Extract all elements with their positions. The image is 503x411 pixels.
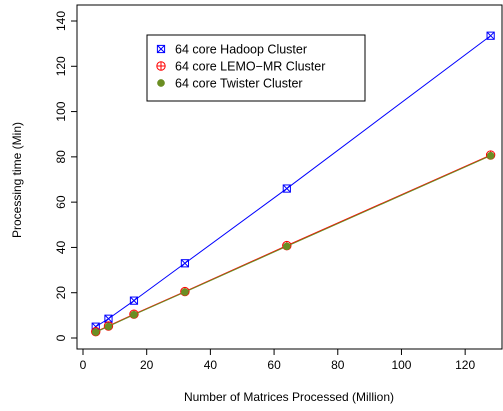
y-tick-label: 60 [54,195,68,209]
x-tick-label: 40 [204,358,218,372]
legend-layer: 64 core Hadoop Cluster 64 core LEMO−MR Cl… [146,34,366,102]
data-point-series-1 [486,31,495,40]
x-axis-title: Number of Matrices Processed (Million) [184,390,394,404]
data-point-series-1 [104,314,113,323]
y-tick-label: 100 [54,101,68,121]
marker-cross-b [91,322,100,331]
data-point-series-1 [282,184,291,193]
y-axis-title: Processing time (Min) [10,122,24,238]
marker-box [180,259,190,268]
series-line-1 [95,35,491,328]
marker-cross-b [486,31,495,40]
x-tick-label: 120 [455,358,475,372]
marker-dot [486,151,495,160]
legend-marker-3 [157,79,165,87]
marker-box [282,184,291,193]
marker-cross-b [157,45,165,53]
axes-layer: 0 20 40 60 80 100 120 0 20 40 60 80 100 120 140 [54,4,503,372]
series-line-3 [95,155,491,333]
legend-box [146,34,366,102]
x-tick-label: 20 [140,358,154,372]
marker-dot [282,242,291,251]
data-point-series-3 [91,328,100,336]
marker-box [129,296,139,305]
marker-dot [157,79,165,87]
marker-dot [104,322,113,331]
marker-dot [181,288,189,296]
y-tick-label: 80 [54,150,68,164]
data-point-series-1 [129,296,139,305]
marker-cross-b [180,259,189,268]
marker-dot [91,328,100,336]
marker-box [156,44,166,54]
x-tick-label: 80 [331,358,345,372]
plot-frame [76,4,503,350]
legend-label-1: 64 core Hadoop Cluster [175,43,307,57]
y-tick-label: 20 [54,286,68,300]
legend-marker-1 [156,44,166,54]
data-point-series-3 [104,322,113,331]
legend-marker-2 [156,61,166,71]
marker-cross-b [104,314,113,323]
marker-dot [130,310,138,319]
marker-box [486,31,495,40]
y-tick-label: 40 [54,240,68,254]
y-tick-label: 120 [54,56,68,76]
data-point-series-1 [180,259,190,268]
legend-label-2: 64 core LEMO−MR Cluster [175,60,325,74]
marker-cross-b [130,296,138,305]
data-point-series-3 [282,242,291,251]
marker-cross-b [282,184,291,193]
legend-label-3: 64 core Twister Cluster [175,77,303,91]
x-tick-label: 100 [391,358,411,372]
x-tick-label: 0 [80,358,87,372]
x-tick-label: 60 [267,358,281,372]
data-point-series-3 [486,151,495,160]
series-layer [91,31,496,337]
y-tick-label: 0 [54,334,68,341]
y-tick-label: 140 [54,11,68,31]
data-point-series-3 [130,310,138,319]
data-point-series-3 [181,288,189,296]
